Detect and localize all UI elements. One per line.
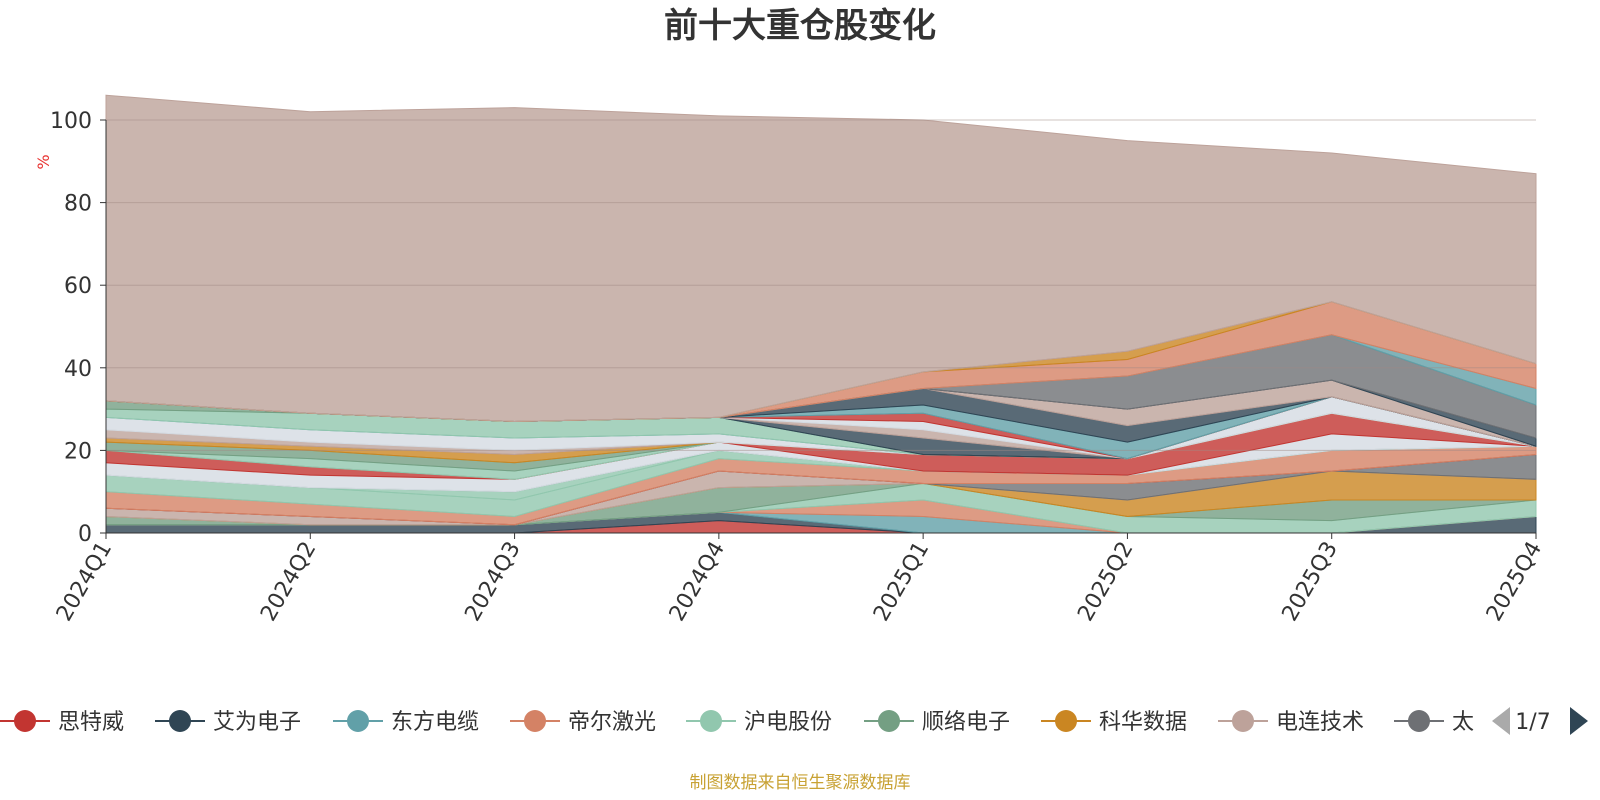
legend: 思特威 艾为电子 东方电缆 帝尔激光 沪电股份 顺络电子 科华数据 电连技术 太 — [0, 710, 1474, 735]
legend-marker-icon — [1232, 710, 1254, 732]
legend-label: 沪电股份 — [744, 710, 832, 735]
legend-label: 太 — [1452, 710, 1474, 735]
legend-marker-icon — [169, 710, 191, 732]
legend-next-icon[interactable] — [1570, 707, 1588, 735]
legend-label: 帝尔激光 — [568, 710, 656, 735]
area-series-37 — [105, 94, 1537, 422]
y-tick-label: 100 — [50, 109, 92, 134]
legend-page-indicator: 1/7 — [1515, 710, 1550, 735]
y-axis-unit: % — [34, 154, 53, 169]
legend-pager: 1/7 — [1492, 707, 1588, 735]
x-tick-label: 2024Q4 — [665, 538, 730, 626]
legend-item[interactable]: 思特威 — [0, 710, 124, 735]
legend-item[interactable]: 太 — [1394, 710, 1474, 735]
legend-items: 思特威 艾为电子 东方电缆 帝尔激光 沪电股份 顺络电子 科华数据 电连技术 太 — [0, 710, 1474, 735]
grid-lines — [106, 119, 1536, 451]
legend-marker-icon — [1408, 710, 1430, 732]
y-axis: 0 20 40 60 80 100 — [50, 109, 107, 547]
legend-marker-icon — [524, 710, 546, 732]
x-tick-label: 2025Q1 — [869, 538, 934, 626]
legend-label: 顺络电子 — [922, 710, 1010, 735]
legend-item[interactable]: 沪电股份 — [686, 710, 832, 735]
legend-marker-icon — [14, 710, 36, 732]
legend-item[interactable]: 科华数据 — [1041, 710, 1187, 735]
x-tick-label: 2025Q4 — [1482, 538, 1547, 626]
y-tick-label: 80 — [64, 192, 92, 217]
legend-label: 思特威 — [58, 710, 124, 735]
legend-item[interactable]: 电连技术 — [1218, 710, 1364, 735]
legend-marker-icon — [700, 710, 722, 732]
legend-marker-icon — [347, 710, 369, 732]
legend-prev-icon[interactable] — [1492, 707, 1510, 735]
chart-title: 前十大重仓股变化 — [664, 6, 936, 46]
legend-item[interactable]: 顺络电子 — [864, 710, 1010, 735]
plot-area — [105, 94, 1537, 534]
x-tick-label: 2024Q3 — [460, 538, 525, 626]
x-tick-label: 2024Q1 — [52, 538, 117, 626]
legend-item[interactable]: 艾为电子 — [155, 710, 301, 735]
legend-item[interactable]: 东方电缆 — [333, 710, 479, 735]
x-tick-label: 2024Q2 — [256, 538, 321, 626]
y-tick-label: 40 — [64, 357, 92, 382]
x-axis: 2024Q1 2024Q2 2024Q3 2024Q4 2025Q1 2025Q2 2025… — [52, 532, 1547, 626]
legend-item[interactable]: 帝尔激光 — [510, 710, 656, 735]
legend-label: 电连技术 — [1276, 710, 1364, 735]
legend-marker-icon — [1055, 710, 1077, 732]
y-tick-label: 0 — [78, 522, 92, 547]
legend-label: 艾为电子 — [213, 710, 301, 735]
y-tick-label: 60 — [64, 274, 92, 299]
x-tick-label: 2025Q2 — [1073, 538, 1138, 626]
source-note: 制图数据来自恒生聚源数据库 — [690, 773, 911, 793]
y-tick-label: 20 — [64, 439, 92, 464]
legend-label: 科华数据 — [1099, 710, 1187, 735]
legend-label: 东方电缆 — [391, 710, 479, 735]
legend-marker-icon — [878, 710, 900, 732]
x-tick-label: 2025Q3 — [1278, 538, 1343, 626]
